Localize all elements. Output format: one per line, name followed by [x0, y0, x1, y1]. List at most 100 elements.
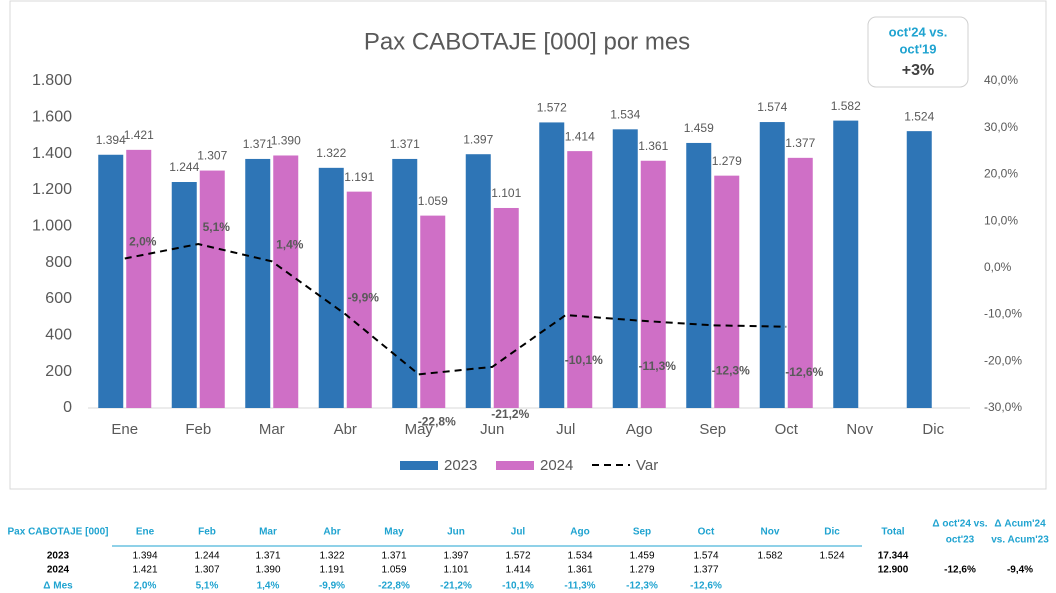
table-cell: 1.307 — [194, 565, 219, 576]
bar — [392, 158, 418, 408]
bar — [245, 158, 271, 408]
table-cell: 1.377 — [693, 565, 718, 576]
table-header: Pax CABOTAJE [000] — [8, 527, 109, 538]
x-tick-label: Feb — [185, 421, 211, 438]
data-label: 1.582 — [831, 99, 861, 113]
table-header: Sep — [633, 527, 651, 538]
table-cell: 2024 — [47, 565, 70, 576]
legend-label: 2023 — [444, 457, 477, 474]
line-label: 1,4% — [276, 237, 304, 251]
bar — [759, 122, 785, 408]
table-cell: 2023 — [47, 551, 70, 562]
bar — [318, 167, 344, 408]
data-label: 1.421 — [124, 128, 154, 142]
table-cell: 1.414 — [505, 565, 530, 576]
table-cell: 1.059 — [381, 565, 406, 576]
table-cell: -12,6% — [944, 565, 976, 576]
y2-tick-label: 40,0% — [984, 73, 1018, 87]
bar — [906, 131, 932, 408]
table-cell: -9,4% — [1007, 565, 1033, 576]
line-label: 2,0% — [129, 235, 157, 249]
table-header: vs. Acum'23 — [991, 535, 1049, 546]
table-header: Jul — [511, 527, 526, 538]
y-tick-label: 200 — [45, 363, 72, 380]
line-label: -22,8% — [418, 415, 456, 429]
annotation: +3% — [902, 62, 934, 79]
y2-tick-label: 10,0% — [984, 213, 1018, 227]
table-header: Δ oct'24 vs. — [932, 519, 987, 530]
data-label: 1.059 — [418, 194, 448, 208]
x-tick-label: Ene — [111, 421, 138, 438]
table-cell: -22,8% — [378, 581, 410, 592]
table-cell: -10,1% — [502, 581, 534, 592]
legend-label: Var — [636, 457, 658, 474]
y-tick-label: 400 — [45, 327, 72, 344]
bar — [346, 191, 372, 408]
bar — [493, 207, 519, 408]
legend-swatch — [400, 461, 438, 470]
table-header: Δ Acum'24 — [994, 519, 1046, 530]
annotation: oct'24 vs. — [889, 24, 948, 39]
table-header: oct'23 — [946, 535, 975, 546]
table-header: Abr — [323, 527, 340, 538]
x-tick-label: Nov — [846, 421, 873, 438]
bar — [199, 170, 225, 408]
x-tick-label: Mar — [259, 421, 285, 438]
table-cell: 1.394 — [132, 551, 157, 562]
x-tick-label: Abr — [334, 421, 357, 438]
x-tick-label: Dic — [922, 421, 944, 438]
x-tick-label: Oct — [775, 421, 799, 438]
data-label: 1.394 — [96, 133, 126, 147]
table-cell: 1.582 — [757, 551, 782, 562]
bar — [273, 155, 299, 408]
table-cell: -12,6% — [690, 581, 722, 592]
y-tick-label: 800 — [45, 254, 72, 271]
table-cell: 1.524 — [819, 551, 844, 562]
table-header: Ago — [570, 527, 589, 538]
table-cell: 5,1% — [196, 581, 219, 592]
bar — [640, 160, 666, 408]
table-cell: 1.101 — [443, 565, 468, 576]
table-cell: -12,3% — [626, 581, 658, 592]
data-label: 1.572 — [537, 101, 567, 115]
x-tick-label: Sep — [699, 421, 726, 438]
y-tick-label: 1.000 — [32, 218, 72, 235]
data-label: 1.459 — [684, 121, 714, 135]
data-label: 1.244 — [169, 160, 199, 174]
data-label: 1.574 — [757, 100, 787, 114]
data-label: 1.191 — [344, 170, 374, 184]
table-header: Dic — [824, 527, 840, 538]
annotation: oct'19 — [899, 41, 936, 56]
data-label: 1.307 — [197, 149, 227, 163]
table-cell: 1.572 — [505, 551, 530, 562]
y-tick-label: 1.400 — [32, 145, 72, 162]
bar — [567, 151, 593, 408]
table-cell: 1.371 — [381, 551, 406, 562]
data-label: 1.534 — [610, 107, 640, 121]
bar — [833, 120, 859, 408]
data-label: 1.390 — [271, 134, 301, 148]
table-cell: -21,2% — [440, 581, 472, 592]
data-label: 1.524 — [904, 109, 934, 123]
y-tick-label: 1.200 — [32, 181, 72, 198]
data-label: 1.397 — [463, 132, 493, 146]
data-label: 1.414 — [565, 129, 595, 143]
table-cell: 1.361 — [567, 565, 592, 576]
y-tick-label: 0 — [63, 399, 72, 416]
data-label: 1.371 — [243, 137, 273, 151]
table-cell: -11,3% — [564, 581, 595, 592]
table-header: May — [384, 527, 404, 538]
x-tick-label: May — [405, 421, 434, 438]
table-cell: 1.279 — [629, 565, 654, 576]
legend-swatch — [496, 461, 534, 470]
data-label: 1.371 — [390, 137, 420, 151]
table-cell: 1.574 — [693, 551, 718, 562]
table-cell: 1.244 — [194, 551, 219, 562]
table-cell: Δ Mes — [43, 581, 73, 592]
table-header: Mar — [259, 527, 277, 538]
table-header: Nov — [761, 527, 780, 538]
y2-tick-label: -10,0% — [984, 307, 1022, 321]
table-cell: 1.371 — [255, 551, 280, 562]
bar — [686, 142, 712, 408]
data-label: 1.279 — [712, 154, 742, 168]
